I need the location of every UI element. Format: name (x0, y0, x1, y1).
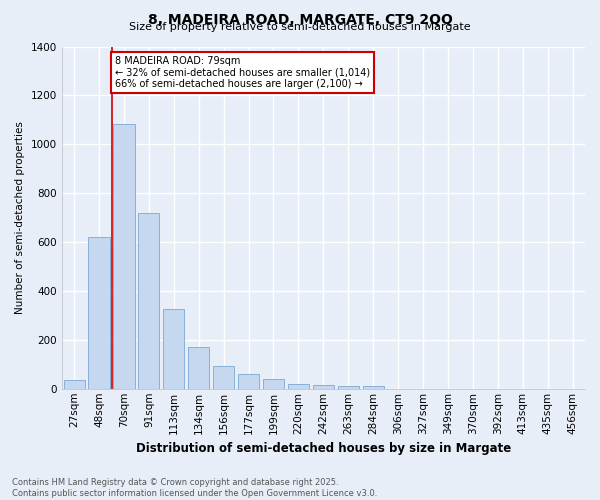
Bar (113, 124, 134, 389)
Bar (64, 380, 85, 389)
Bar (288, 384, 309, 389)
Text: 8 MADEIRA ROAD: 79sqm
← 32% of semi-detached houses are smaller (1,014)
66% of s: 8 MADEIRA ROAD: 79sqm ← 32% of semi-deta… (115, 56, 370, 90)
Text: Contains HM Land Registry data © Crown copyright and database right 2025.
Contai: Contains HM Land Registry data © Crown c… (12, 478, 377, 498)
Text: 8, MADEIRA ROAD, MARGATE, CT9 2QQ: 8, MADEIRA ROAD, MARGATE, CT9 2QQ (148, 12, 452, 26)
Bar (213, 366, 234, 389)
Text: Size of property relative to semi-detached houses in Margate: Size of property relative to semi-detach… (129, 22, 471, 32)
Y-axis label: Number of semi-detached properties: Number of semi-detached properties (15, 121, 25, 314)
Bar (163, 310, 184, 389)
Bar (138, 212, 160, 389)
Bar (188, 347, 209, 389)
Bar (88, 237, 110, 389)
Bar (338, 386, 359, 389)
Bar (313, 385, 334, 389)
Bar (362, 386, 384, 389)
Bar (238, 374, 259, 389)
X-axis label: Distribution of semi-detached houses by size in Margate: Distribution of semi-detached houses by … (136, 442, 511, 455)
Bar (263, 379, 284, 389)
